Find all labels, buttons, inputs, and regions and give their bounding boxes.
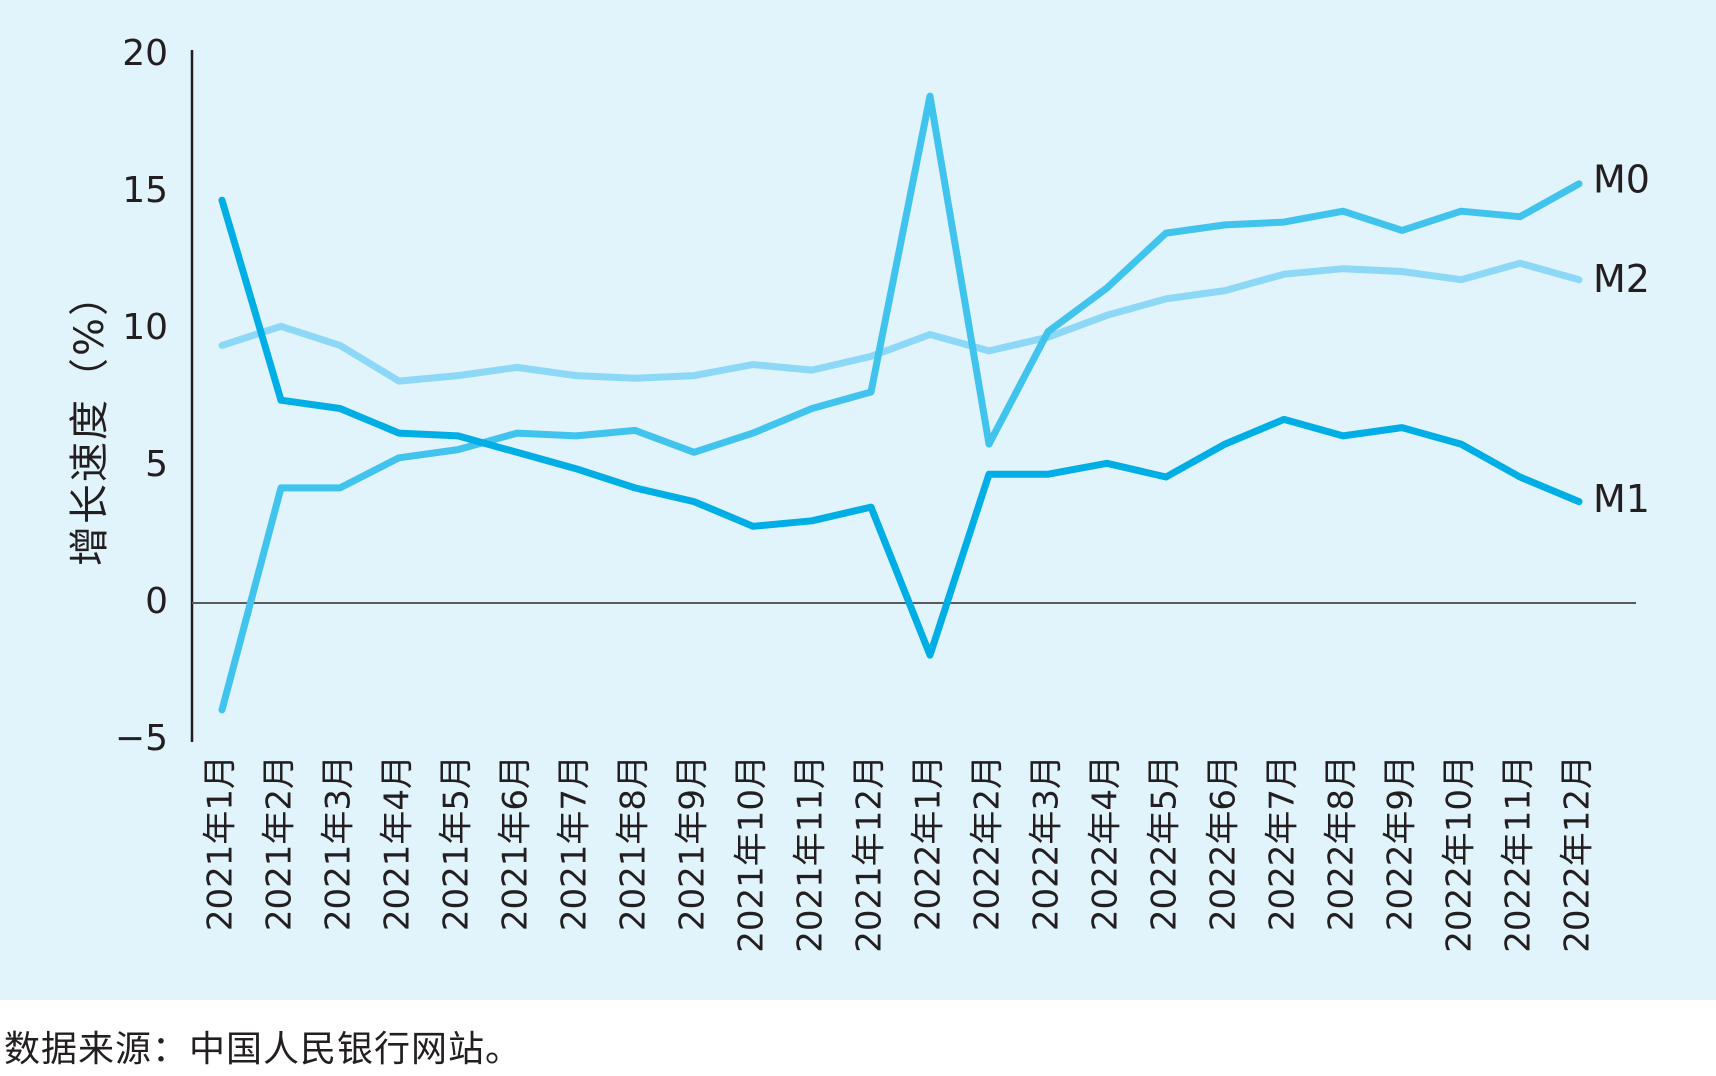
x-tick-label: 2021年12月 <box>850 755 890 953</box>
y-tick-label: 0 <box>145 581 168 622</box>
axes <box>190 50 1636 742</box>
x-tick-label: 2022年6月 <box>1204 755 1244 931</box>
x-tick-label: 2021年8月 <box>614 755 654 931</box>
x-tick-label: 2022年2月 <box>968 755 1008 931</box>
x-tick-label: 2022年3月 <box>1027 755 1067 931</box>
x-tick-label: 2022年11月 <box>1499 755 1539 953</box>
x-tick-label: 2021年4月 <box>378 755 418 931</box>
x-tick-label: 2022年12月 <box>1558 755 1598 953</box>
series-line-m0 <box>218 92 1583 714</box>
y-tick-label: −5 <box>115 718 168 759</box>
x-tick-label: 2022年10月 <box>1440 755 1480 953</box>
x-ticks: 2021年1月 2021年2月 2021年3月 2021年4月 2021年5月 2021年… <box>201 755 1598 953</box>
y-ticks: −5 0 5 10 15 20 <box>115 33 168 759</box>
x-tick-label: 2021年9月 <box>673 755 713 931</box>
y-axis-label: 增长速度（%） <box>67 274 113 566</box>
x-tick-label: 2022年4月 <box>1086 755 1126 931</box>
y-tick-label: 15 <box>122 170 168 211</box>
x-tick-label: 2022年8月 <box>1322 755 1362 931</box>
series-label-m2: M2 <box>1593 257 1650 301</box>
x-tick-label: 2021年3月 <box>319 755 359 931</box>
series-line-m2 <box>218 259 1583 385</box>
x-tick-label: 2021年1月 <box>201 755 241 931</box>
x-tick-label: 2021年11月 <box>791 755 831 953</box>
series-layer: M2 M0 M1 <box>218 92 1650 714</box>
y-tick-label: 10 <box>122 307 168 348</box>
chart-panel: 增长速度（%） −5 0 5 10 15 20 M2 M0 M1 2021年1月 2021年2月… <box>0 0 1716 1000</box>
x-tick-label: 2021年10月 <box>732 755 772 953</box>
x-tick-label: 2021年5月 <box>437 755 477 931</box>
y-tick-label: 5 <box>145 444 168 485</box>
x-tick-label: 2021年6月 <box>496 755 536 931</box>
line-chart: 增长速度（%） −5 0 5 10 15 20 M2 M0 M1 2021年1月 2021年2月… <box>67 33 1650 953</box>
x-tick-label: 2022年7月 <box>1263 755 1303 931</box>
x-tick-label: 2022年9月 <box>1381 755 1421 931</box>
series-label-m1: M1 <box>1593 477 1650 521</box>
y-tick-label: 20 <box>122 33 168 74</box>
source-note: 数据来源：中国人民银行网站。 <box>4 1029 523 1070</box>
series-line-m1 <box>218 196 1583 659</box>
x-tick-label: 2021年2月 <box>260 755 300 931</box>
x-tick-label: 2022年1月 <box>909 755 949 931</box>
series-label-m0: M0 <box>1593 157 1650 201</box>
x-tick-label: 2021年7月 <box>555 755 595 931</box>
x-tick-label: 2022年5月 <box>1145 755 1185 931</box>
